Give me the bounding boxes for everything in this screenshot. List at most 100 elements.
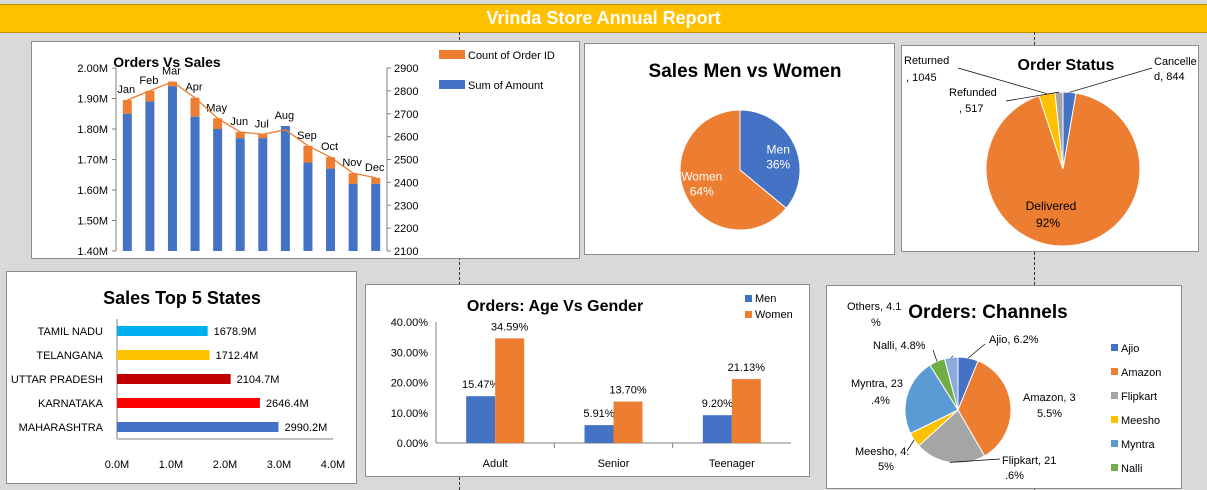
legend-label-meesho: Meesho — [1121, 415, 1160, 427]
gender-slice-1 — [679, 109, 787, 231]
legend-label-men: Men — [755, 293, 776, 305]
leader-nalli — [932, 349, 938, 362]
top-states-chart[interactable]: Sales Top 5 States 0.0M 1.0M 2.0M 3.0M 4.0M TA… — [6, 271, 357, 484]
order-status-chart[interactable]: Order Status Delivered 92% Cancelle d, 844 Re… — [901, 45, 1199, 252]
category-label-adult: Adult — [483, 458, 508, 470]
status-slice-1 — [985, 92, 1141, 247]
left-tick-label: 1.50M — [77, 216, 108, 228]
slice-label-returned: Returned — [904, 55, 949, 67]
slice-label-cont-meesho: 5% — [878, 461, 894, 473]
slice-label-men: Men — [767, 143, 790, 157]
count-bar-segment-jan — [122, 100, 132, 114]
count-bar-segment-jul — [258, 134, 268, 139]
slice-pct-delivered: 92% — [1036, 216, 1060, 230]
x-tick-label: 1.0M — [159, 459, 183, 471]
month-label-mar: Mar — [162, 66, 181, 78]
month-label-aug: Aug — [275, 110, 295, 122]
count-bar-segment-oct — [326, 157, 336, 169]
legend-swatch-men — [745, 295, 752, 302]
value-label-women-senior: 13.70% — [609, 385, 647, 397]
leader-ajio — [968, 343, 986, 359]
legend-swatch-count — [439, 50, 465, 59]
leader-meesho — [906, 439, 915, 452]
age-vs-gender-chart[interactable]: Orders: Age Vs Gender 0.00% 10.00% 20.00% 30… — [365, 284, 810, 477]
men-vs-women-chart[interactable]: Sales Men vs Women Men 36% Women 64% — [584, 43, 895, 255]
right-tick-label: 2400 — [394, 177, 418, 189]
slice-value-refunded: , 517 — [959, 103, 983, 115]
legend-swatch-amount — [439, 80, 465, 89]
state-bar-karnataka — [117, 398, 260, 408]
state-label-karnataka: KARNATAKA — [38, 398, 104, 410]
value-label-women-teenager: 21.13% — [728, 362, 766, 374]
legend-label-amount: Sum of Amount — [468, 80, 543, 92]
month-label-sep: Sep — [297, 130, 317, 142]
x-tick-label: 3.0M — [267, 459, 291, 471]
state-bar-maharashtra — [117, 422, 279, 432]
channels-chart[interactable]: Orders: Channels Ajio, 6.2% Amazon, 3 5.5% F… — [826, 285, 1182, 489]
page-break-line-right — [1034, 32, 1035, 490]
count-bar-segment-mar — [167, 81, 177, 87]
value-label-men-teenager: 9.20% — [702, 398, 733, 410]
state-bar-telangana — [117, 350, 210, 360]
month-label-jul: Jul — [255, 118, 269, 130]
amount-bar-feb — [145, 101, 155, 251]
slice-label-others: Others, 4.1 — [847, 301, 901, 313]
left-tick-label: 1.90M — [77, 94, 108, 106]
leader-others — [950, 355, 954, 358]
y-tick-label: 30.00% — [391, 347, 429, 359]
state-value-uttar-pradesh: 2104.7M — [237, 374, 280, 386]
x-tick-label: 4.0M — [321, 459, 345, 471]
slice-label-flipkart: Flipkart, 21 — [1002, 455, 1056, 467]
slice-label-cont-myntra: .4% — [871, 395, 890, 407]
chart-title: Orders Vs Sales — [113, 54, 221, 70]
month-label-jun: Jun — [230, 116, 248, 128]
right-tick-label: 2500 — [394, 155, 418, 167]
channel-slice-6 — [943, 356, 959, 411]
report-title: Vrinda Store Annual Report — [486, 8, 721, 28]
channel-slice-4 — [904, 364, 959, 435]
count-line — [127, 80, 376, 179]
category-label-senior: Senior — [598, 458, 630, 470]
slice-label-cont-flipkart: .6% — [1005, 470, 1024, 482]
top-states-svg: Sales Top 5 States 0.0M 1.0M 2.0M 3.0M 4.0M TA… — [11, 288, 345, 471]
left-tick-label: 1.70M — [77, 155, 108, 167]
slice-pct-women: 64% — [690, 184, 714, 198]
chart-title: Orders: Channels — [908, 302, 1067, 323]
value-label-men-senior: 5.91% — [583, 408, 614, 420]
status-slice-3 — [1054, 91, 1064, 170]
left-tick-label: 1.60M — [77, 185, 108, 197]
legend-label-amazon: Amazon — [1121, 367, 1161, 379]
legend-label-flipkart: Flipkart — [1121, 391, 1157, 403]
count-bar-segment-nov — [348, 173, 358, 184]
state-label-maharashtra: MAHARASHTRA — [19, 422, 104, 434]
chart-title: Order Status — [1018, 57, 1115, 74]
orders-vs-sales-svg: Orders Vs Sales 1.40M 1.50M 1.60M 1.70M 1.80M… — [77, 50, 555, 258]
right-tick-label: 2800 — [394, 86, 418, 98]
left-tick-label: 2.00M — [77, 63, 108, 75]
bar-men-teenager — [702, 415, 732, 443]
slice-label-nalli: Nalli, 4.8% — [873, 340, 926, 352]
amount-bar-oct — [326, 168, 336, 251]
amount-bar-apr — [190, 116, 200, 251]
bar-men-senior — [584, 425, 614, 443]
gender-slice-0 — [739, 109, 801, 209]
legend-label-women: Women — [755, 309, 793, 321]
slice-label-myntra: Myntra, 23 — [851, 378, 903, 390]
right-tick-label: 2300 — [394, 200, 418, 212]
orders-vs-sales-chart[interactable]: Orders Vs Sales 1.40M 1.50M 1.60M 1.70M 1.80M… — [31, 41, 580, 259]
amount-bar-jan — [122, 113, 132, 251]
order-status-svg: Order Status Delivered 92% Cancelle d, 844 Re… — [904, 55, 1197, 247]
month-label-may: May — [206, 102, 227, 114]
legend-label-nalli: Nalli — [1121, 463, 1142, 475]
slice-label-amazon: Amazon, 3 — [1023, 392, 1076, 404]
state-label-uttar-pradesh: UTTAR PRADESH — [11, 374, 103, 386]
state-label-telangana: TELANGANA — [36, 350, 103, 362]
age-vs-gender-svg: Orders: Age Vs Gender 0.00% 10.00% 20.00% 30… — [391, 293, 793, 470]
bar-women-adult — [495, 338, 525, 443]
legend-label-myntra: Myntra — [1121, 439, 1156, 451]
chart-title: Orders: Age Vs Gender — [467, 298, 643, 315]
month-label-oct: Oct — [321, 141, 338, 153]
amount-bar-may — [213, 129, 223, 251]
state-bar-tamil-nadu — [117, 326, 208, 336]
amount-bar-mar — [167, 86, 177, 251]
